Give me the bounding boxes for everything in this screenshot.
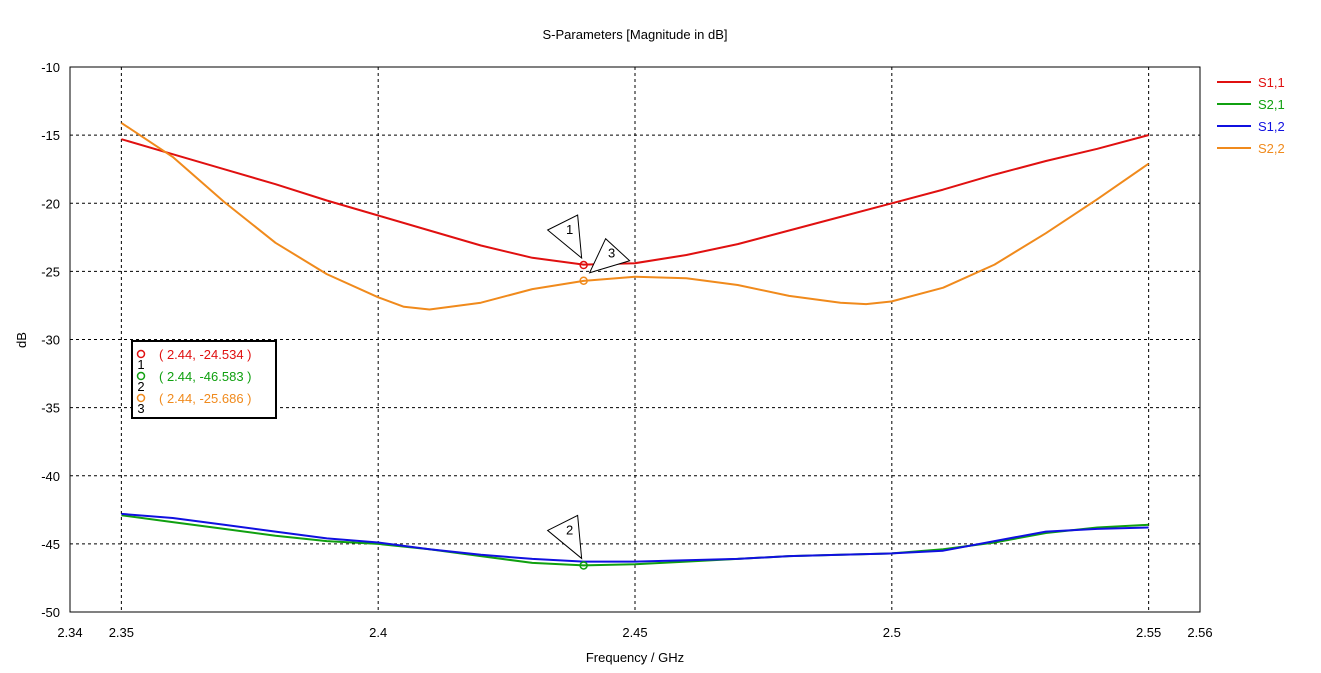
y-axis-label: dB [14,332,29,348]
readout-marker-value: ( 2.44, -24.534 ) [159,347,252,362]
y-tick-label: -15 [41,128,60,143]
series-line-s2-2 [120,122,1150,311]
x-tick-label: 2.5 [883,625,901,640]
readout-marker-number: 1 [137,357,144,372]
series-line-s1-1 [121,134,1149,266]
marker-flag-3 [588,237,631,274]
chart-title: S-Parameters [Magnitude in dB] [543,27,728,42]
legend-entry-label: S1,1 [1258,75,1285,90]
x-axis-label: Frequency / GHz [586,650,684,665]
marker-point-1 [579,260,588,270]
y-tick-label: -35 [41,401,60,416]
x-tick-label: 2.55 [1136,625,1161,640]
marker-flag-2 [546,514,583,560]
readout-marker-number: 2 [137,379,144,394]
y-tick-label: -20 [41,196,60,211]
readout-marker-icon [136,349,146,359]
curve-markers: 1 2 3 [546,214,631,570]
legend-entry-label: S1,2 [1258,119,1285,134]
y-tick-label: -40 [41,469,60,484]
x-tick-label: 2.4 [369,625,387,640]
y-tick-label: -45 [41,537,60,552]
readout-box-frame [131,340,277,419]
marker-flag-number-2: 2 [566,522,573,537]
axis-ticks: 2.34 2.35 2.4 2.45 2.5 2.55 2.56 -10 -15 -20 -25 -3… [41,60,1212,640]
marker-flag-number-1: 1 [566,222,573,237]
x-tick-label: 2.45 [622,625,647,640]
x-tick-label: 2.35 [109,625,134,640]
marker-point-2 [579,561,588,570]
marker-flag-number-3: 3 [608,246,615,261]
readout-marker-value: ( 2.44, -46.583 ) [159,369,252,384]
plot-area-frame [69,66,1201,613]
readout-marker-icon [136,371,146,381]
series-line-s1-2 [121,512,1149,563]
readout-marker-number: 3 [137,401,144,416]
y-tick-label: -10 [41,60,60,75]
legend-entry-label: S2,2 [1258,141,1285,156]
y-tick-label: -30 [41,333,60,348]
marker-point-3 [579,276,588,285]
y-tick-label: -25 [41,264,60,279]
readout-marker-value: ( 2.44, -25.686 ) [159,391,252,406]
marker-readout-box[interactable]: 1 ( 2.44, -24.534 ) 2 ( 2.44, -46.583 ) 3 ( 2… [131,340,277,419]
readout-marker-icon [136,393,146,403]
series-lines [120,122,1150,567]
x-tick-label: 2.34 [57,625,82,640]
legend: S1,1 S2,1 S1,2 S2,2 [1217,75,1285,156]
legend-entry-label: S2,1 [1258,97,1285,112]
marker-flag-1 [546,214,583,260]
x-tick-label: 2.56 [1187,625,1212,640]
y-tick-label: -50 [41,605,60,620]
